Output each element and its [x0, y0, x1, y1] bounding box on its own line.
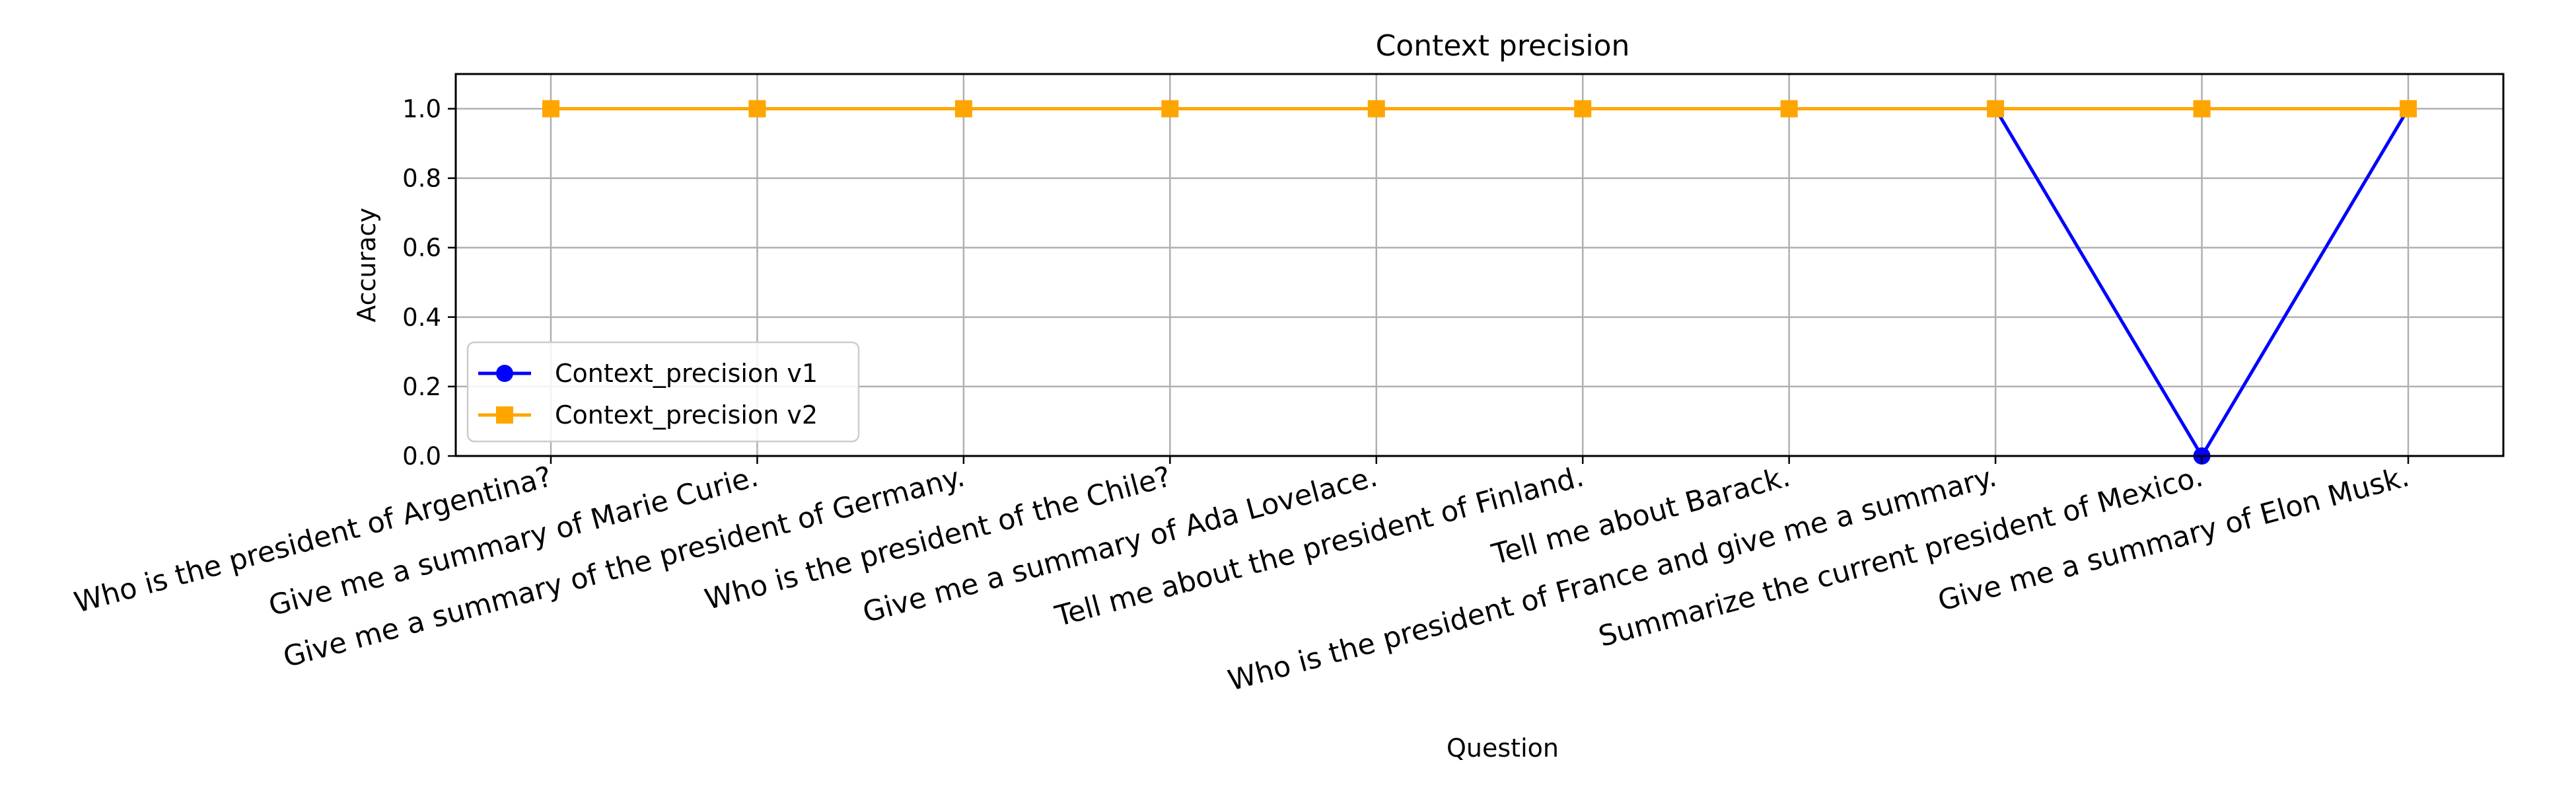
- data-point: [1161, 100, 1179, 118]
- plot-area: [454, 73, 2505, 457]
- legend-label: Context_precision v2: [555, 400, 818, 430]
- legend-marker: [496, 406, 513, 424]
- legend-item: Context_precision v1: [478, 359, 818, 388]
- y-tick-label: 0.4: [402, 303, 441, 332]
- y-tick-label: 1.0: [402, 95, 441, 124]
- y-axis-label: Accuracy: [352, 208, 381, 322]
- y-tick-label: 0.6: [402, 234, 441, 262]
- y-tick-label: 0.8: [402, 165, 441, 193]
- data-point: [1367, 100, 1385, 118]
- data-point: [748, 100, 766, 118]
- data-point: [954, 100, 972, 118]
- data-point: [542, 100, 559, 118]
- series-2: [542, 100, 2417, 118]
- y-tick-label: 0.2: [402, 373, 441, 401]
- chart-title: Context precision: [1376, 29, 1630, 63]
- legend-marker: [496, 365, 513, 382]
- x-axis-label: Question: [1447, 734, 1559, 763]
- data-point: [1987, 100, 2005, 118]
- legend-label: Context_precision v1: [555, 359, 818, 388]
- legend-item: Context_precision v2: [478, 400, 818, 430]
- legend-box: [466, 341, 860, 443]
- legend: Context_precision v1 Context_precision v2: [466, 341, 860, 443]
- x-axis: Who is the president of Argentina?Give m…: [71, 456, 2413, 698]
- series-layer: [542, 100, 2417, 465]
- y-tick-label: 0.0: [402, 442, 441, 471]
- data-point: [1574, 100, 1592, 118]
- data-point: [2400, 100, 2417, 118]
- data-point: [1780, 100, 1798, 118]
- y-axis: 0.0 0.2 0.4 0.6 0.8 1.0: [402, 95, 456, 471]
- data-point: [2193, 100, 2211, 118]
